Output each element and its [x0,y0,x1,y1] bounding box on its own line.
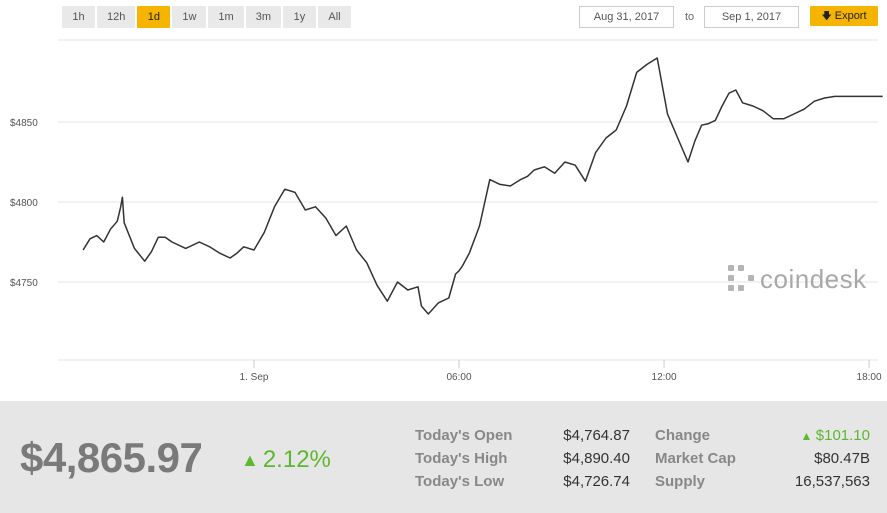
coindesk-watermark: coindesk [728,264,867,295]
percent-change-value: 2.12% [262,446,331,473]
change-value: $101.10 [815,427,870,444]
price-line-chart: $4750 $4800 $4850 1. Sep 06:00 12:00 18:00 [10,39,883,383]
download-arrow-icon: 🡇 [821,11,832,22]
price-series-line [82,57,883,315]
stat-value-high: $4,890.40 [563,450,630,467]
change-up-icon: ▲ [800,429,816,443]
stat-value-change: ▲ $101.10 [770,427,870,444]
y-tick-label: $4800 [10,198,38,209]
up-triangle-icon: ▲ [241,449,259,470]
range-button-1w[interactable]: 1w [172,6,207,28]
x-tick-label: 06:00 [447,372,472,383]
y-tick-label: $4750 [10,278,38,289]
y-tick-label: $4850 [10,118,38,129]
range-button-1h[interactable]: 1h [62,6,95,28]
stat-label-open: Today's Open [415,427,513,444]
range-selector: 1h 12h 1d 1w 1m 3m 1y All [62,6,351,28]
stat-label-high: Today's High [415,450,508,467]
date-to-input[interactable] [704,6,799,28]
stat-label-change: Change [655,427,711,444]
range-button-12h[interactable]: 12h [97,6,136,28]
x-tick-label: 1. Sep [240,372,269,383]
range-button-all[interactable]: All [317,6,351,28]
percent-change: ▲ 2.12% [241,446,331,474]
x-tick-label: 12:00 [652,372,677,383]
date-from-input[interactable] [579,6,674,28]
watermark-text: coindesk [760,264,867,294]
range-button-1m[interactable]: 1m [208,6,244,28]
stat-value-market-cap: $80.47B [814,450,870,467]
stats-panel: $4,865.97 ▲ 2.12% Today's Open $4,764.87… [0,401,887,513]
range-button-1d[interactable]: 1d [137,6,171,28]
stat-value-supply: 16,537,563 [794,473,870,490]
date-to-label: to [685,11,695,23]
export-label: Export [834,10,867,22]
stat-label-supply: Supply [655,473,706,490]
export-button[interactable]: 🡇 Export [810,6,878,26]
stat-label-low: Today's Low [415,473,505,490]
x-tick-label: 18:00 [857,372,882,383]
range-button-3m[interactable]: 3m [245,6,281,28]
range-button-1y[interactable]: 1y [282,6,316,28]
stat-value-open: $4,764.87 [563,427,630,444]
stat-value-low: $4,726.74 [563,473,630,490]
coindesk-logo-icon [728,264,754,295]
stat-label-market-cap: Market Cap [655,450,736,467]
current-price: $4,865.97 [20,434,203,481]
